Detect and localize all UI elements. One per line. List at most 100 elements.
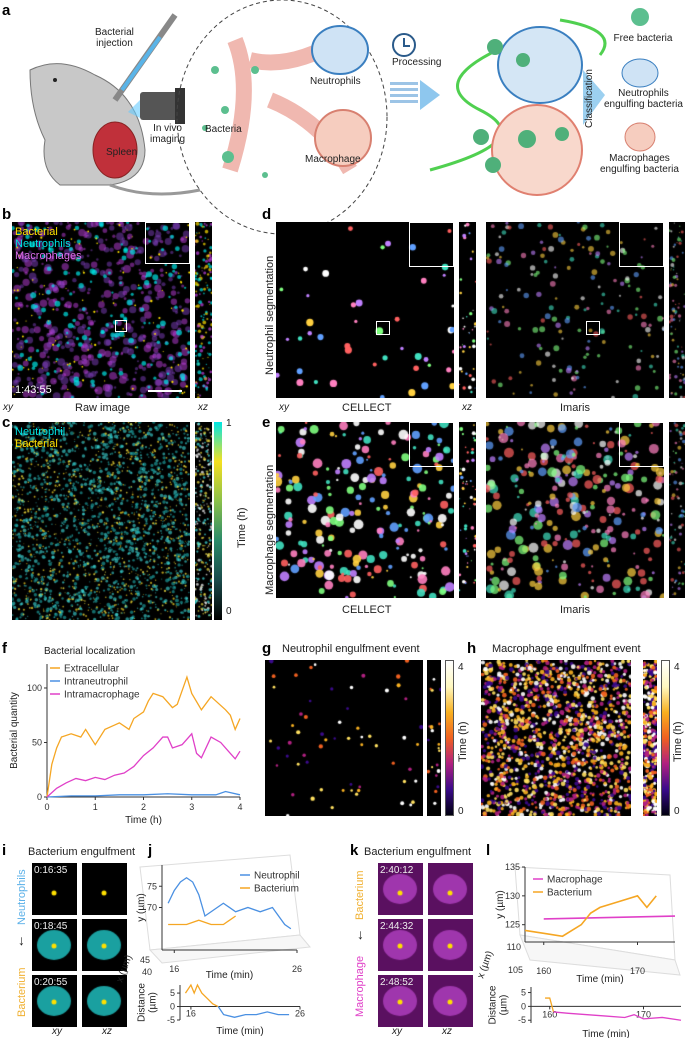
label-xy: xy	[52, 1026, 62, 1037]
tracking-ribbons	[429, 18, 607, 172]
macrophage-thumb-xy	[378, 863, 423, 915]
timestamp: 0:20:55	[34, 977, 68, 988]
x-axis-label: Time (h)	[125, 815, 162, 826]
classification-arrow	[583, 70, 605, 125]
label-classification: Classification	[584, 69, 595, 128]
y-tick-label: 5	[521, 988, 526, 998]
macrophage-3d	[491, 104, 583, 196]
neutrophil-thumb-xy	[32, 975, 77, 1027]
macrophage-thumb-xz	[428, 975, 473, 1027]
legend-macrophages: Macrophages	[15, 250, 82, 262]
macrophage-seg-cellect	[276, 422, 454, 598]
y-tick-label: 0	[170, 1002, 175, 1012]
neutrophil-thumb-xy	[32, 863, 77, 915]
title-h: Macrophage engulfment event	[492, 643, 641, 655]
label-spleen: Spleen	[106, 147, 138, 158]
label-neutrophils: Neutrophils	[310, 76, 361, 87]
timestamp: 0:18:45	[34, 921, 68, 932]
bacteria-dots	[202, 66, 268, 178]
y-axis-label-line: Bacterial quantity	[9, 692, 20, 769]
legend-neutrophils: Neutrophils	[15, 238, 71, 250]
raw-image-xy	[12, 222, 190, 398]
roi-box	[115, 320, 127, 332]
colorbar-label-c: Time (h)	[236, 507, 248, 548]
neutrophil-thumb-xz	[82, 863, 127, 915]
roi-box	[586, 321, 600, 335]
y-tick-label: 125	[505, 920, 520, 930]
y-tick-label: 100	[27, 683, 42, 693]
y-tick-label: 5	[170, 988, 175, 998]
panel-label-f: f	[2, 640, 7, 657]
colorbar-label-h: Time (h)	[672, 721, 684, 762]
inset-box	[409, 422, 454, 467]
panel-label-a: a	[2, 2, 11, 19]
y-tick-label: 70	[147, 903, 157, 913]
panel-label-g: g	[262, 640, 272, 657]
x-tick-label: 4	[237, 802, 242, 812]
inset-box	[145, 222, 190, 264]
macrophage-cell	[314, 109, 372, 167]
colorbar-h	[661, 660, 670, 816]
y-axis-label: Bacterial quantity	[9, 692, 20, 769]
legend-neutrophil: Neutrophil	[15, 426, 66, 438]
y-axis-label-line: (µm)	[499, 995, 510, 1016]
label-xz: xz	[462, 402, 472, 413]
x-tick-label: 170	[636, 1009, 651, 1019]
y-tick-label: -5	[167, 1015, 175, 1025]
series-line-neutrophil	[167, 876, 292, 930]
z-tick-label: 45	[140, 955, 150, 965]
x-tick-label: 0	[44, 802, 49, 812]
y-tick-label: 50	[32, 737, 42, 747]
plot-box-3d	[139, 854, 301, 951]
clock-icon	[392, 33, 416, 57]
colorbar-max: 1	[226, 418, 232, 429]
distance-plot-j: 5 0 -5 16 26 Time (min) Distance(µm)	[137, 983, 306, 1037]
y-axis-label-line: (µm)	[148, 992, 159, 1013]
neutrophil-3d	[497, 26, 583, 104]
label-bacterium-k: Bacterium	[354, 870, 366, 920]
series-line-0	[184, 983, 219, 1008]
label-injection: Bacterial injection	[95, 27, 134, 49]
macrophage-engulfment-xz	[643, 660, 657, 816]
inset-box	[619, 222, 664, 267]
title-g: Neutrophil engulfment event	[282, 643, 420, 655]
series-line-macrophage	[543, 915, 676, 920]
label-neutrophils-engulfing: Neutrophils engulfing bacteria	[604, 88, 683, 110]
neutrophil-seg-cellect	[276, 222, 454, 398]
free-bacteria-icon	[631, 8, 649, 26]
x-tick-label: 170	[630, 966, 645, 976]
x-tick-label: 16	[186, 1009, 196, 1019]
label-free-bacteria: Free bacteria	[613, 33, 673, 44]
colorbar-g	[445, 660, 454, 816]
panel-label-i: i	[2, 842, 7, 859]
label-macrophage: Macrophage	[305, 154, 361, 165]
series-line-bacterium	[524, 894, 657, 938]
zoom-circle	[176, 0, 388, 235]
z-tick-label: 105	[508, 965, 523, 975]
row-label-neutrophil-seg: Neutrophil segmentation	[264, 255, 276, 375]
neutrophil-seg-cellect-xz	[459, 222, 476, 398]
neutrophil-engulfment-map	[265, 660, 423, 816]
colorbar-label-g: Time (h)	[457, 721, 469, 762]
inset-box	[619, 422, 664, 467]
y-axis-label-line: Distance	[488, 985, 499, 1024]
panel-label-c: c	[2, 414, 11, 431]
label-imaris-d: Imaris	[560, 402, 590, 414]
macrophage-seg-cellect-xz	[459, 422, 476, 598]
x-tick-label: 26	[295, 1009, 305, 1019]
timestamp: 2:48:52	[380, 977, 414, 988]
legend-label: Bacterium	[254, 884, 299, 895]
label-processing: Processing	[392, 57, 442, 68]
label-imaris-e: Imaris	[560, 604, 590, 616]
y-axis-label-line: y (µm)	[136, 893, 147, 922]
data-stack-icon	[390, 82, 418, 103]
y-tick-label: 135	[505, 862, 520, 872]
label-xy: xy	[3, 402, 13, 413]
title-i: Bacterium engulfment	[28, 846, 135, 858]
label-xz: xz	[198, 402, 208, 413]
chart-j-trajectory: 70 75 16 26 Time (min) y (µm) Neutrophil Bacter…	[114, 854, 311, 1037]
neutrophil-thumb-xz	[82, 975, 127, 1027]
macrophage-engulf-icon	[624, 122, 656, 152]
macrophage-seg-imaris-xz	[669, 422, 685, 598]
legend-bacterial: Bacterial	[15, 226, 58, 238]
